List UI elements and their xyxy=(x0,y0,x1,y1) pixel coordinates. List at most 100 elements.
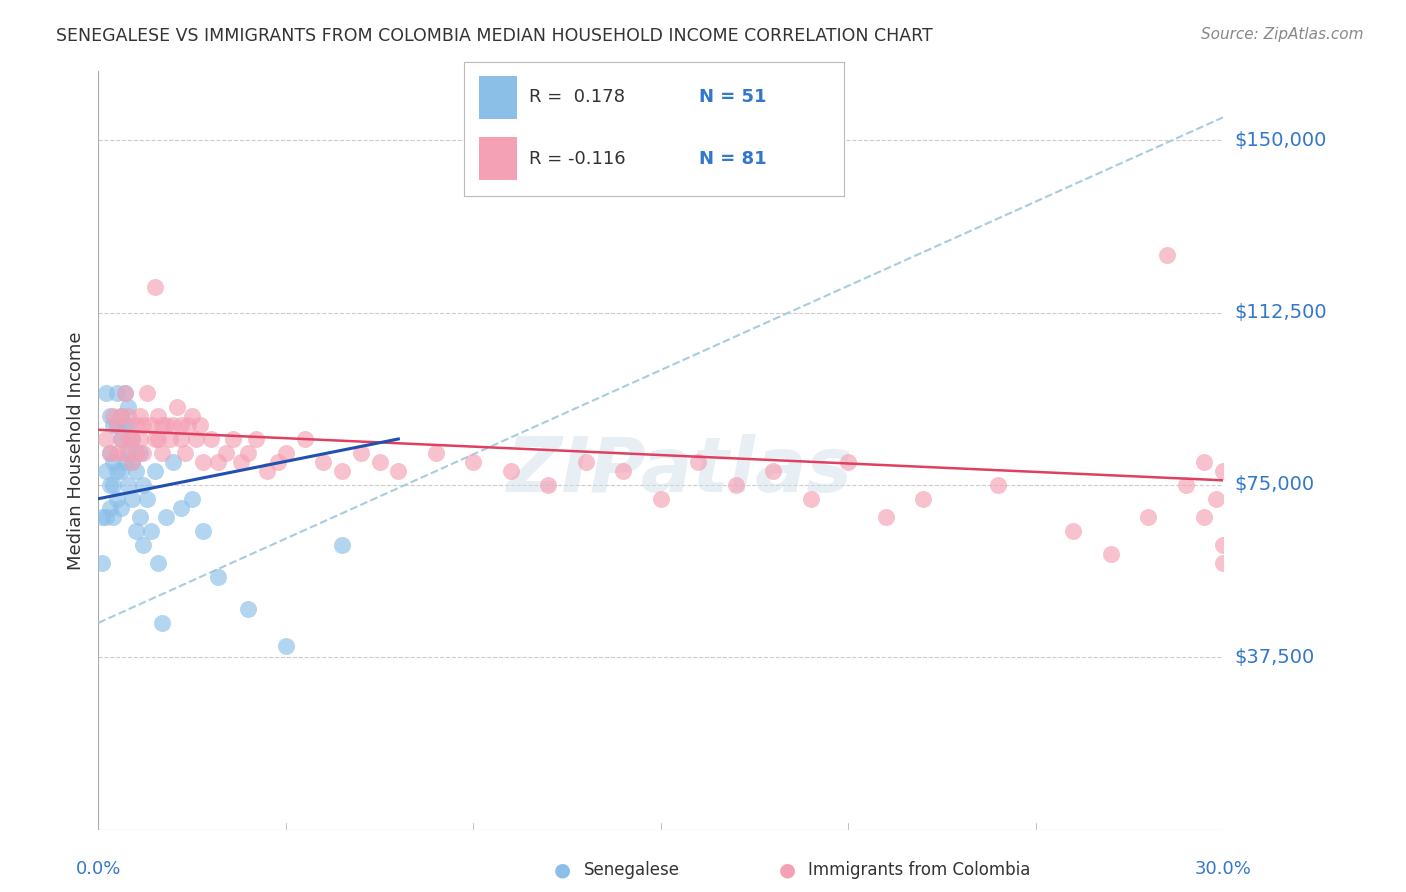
Point xyxy=(143,432,166,446)
Point xyxy=(105,386,128,401)
Point xyxy=(117,409,139,423)
Point xyxy=(114,418,136,433)
Point xyxy=(1212,556,1234,570)
Point xyxy=(875,510,897,524)
Point xyxy=(103,409,125,423)
Point xyxy=(837,455,859,469)
Point xyxy=(110,432,132,446)
Point xyxy=(98,500,121,515)
Point xyxy=(121,491,143,506)
Text: $112,500: $112,500 xyxy=(1234,303,1327,322)
Point xyxy=(245,432,267,446)
Point xyxy=(98,446,121,460)
Point xyxy=(387,464,409,478)
Point xyxy=(110,409,132,423)
Bar xyxy=(479,137,517,180)
Point xyxy=(105,491,128,506)
Point xyxy=(162,455,184,469)
Point xyxy=(274,446,297,460)
Point xyxy=(368,455,391,469)
Text: 0.0%: 0.0% xyxy=(76,860,121,878)
Point xyxy=(132,538,155,552)
Point xyxy=(425,446,447,460)
Point xyxy=(94,510,117,524)
Point xyxy=(537,478,560,492)
Point xyxy=(110,409,132,423)
Point xyxy=(125,524,148,538)
Point xyxy=(229,455,252,469)
Point xyxy=(148,556,170,570)
Point xyxy=(114,386,136,401)
Point xyxy=(136,386,159,401)
Point xyxy=(121,455,143,469)
Point xyxy=(1137,510,1160,524)
Point xyxy=(238,446,260,460)
Point xyxy=(193,455,215,469)
Point xyxy=(330,538,353,552)
Point xyxy=(117,432,139,446)
Point xyxy=(98,446,121,460)
Text: ●: ● xyxy=(554,860,571,880)
Point xyxy=(155,418,177,433)
Point xyxy=(139,418,162,433)
Point xyxy=(1156,248,1178,262)
Text: ZIPatlas: ZIPatlas xyxy=(506,434,852,508)
Point xyxy=(132,418,155,433)
Point xyxy=(98,478,121,492)
Point xyxy=(94,464,117,478)
Point xyxy=(148,432,170,446)
Point xyxy=(193,524,215,538)
Point xyxy=(105,446,128,460)
Point xyxy=(181,409,204,423)
Point xyxy=(139,524,162,538)
Point xyxy=(800,491,823,506)
Point xyxy=(330,464,353,478)
Point xyxy=(1099,547,1122,561)
Text: R =  0.178: R = 0.178 xyxy=(529,88,624,106)
Point xyxy=(128,446,150,460)
Text: SENEGALESE VS IMMIGRANTS FROM COLOMBIA MEDIAN HOUSEHOLD INCOME CORRELATION CHART: SENEGALESE VS IMMIGRANTS FROM COLOMBIA M… xyxy=(56,27,934,45)
Point xyxy=(143,280,166,294)
Point xyxy=(128,409,150,423)
Point xyxy=(121,432,143,446)
Point xyxy=(350,446,373,460)
Point xyxy=(1212,538,1234,552)
Point xyxy=(105,418,128,433)
Point xyxy=(1194,510,1216,524)
Point xyxy=(110,500,132,515)
Point xyxy=(103,455,125,469)
Point xyxy=(114,455,136,469)
Point xyxy=(274,639,297,653)
Text: Senegalese: Senegalese xyxy=(583,861,679,879)
Text: N = 81: N = 81 xyxy=(699,150,766,168)
Point xyxy=(1194,455,1216,469)
Point xyxy=(121,455,143,469)
Point xyxy=(184,432,207,446)
Point xyxy=(575,455,598,469)
Point xyxy=(1212,464,1234,478)
Text: $37,500: $37,500 xyxy=(1234,648,1315,666)
Point xyxy=(267,455,290,469)
Point xyxy=(215,446,238,460)
Point xyxy=(94,386,117,401)
Point xyxy=(170,418,193,433)
Text: Source: ZipAtlas.com: Source: ZipAtlas.com xyxy=(1201,27,1364,42)
Point xyxy=(150,446,173,460)
Text: R = -0.116: R = -0.116 xyxy=(529,150,626,168)
Point xyxy=(105,418,128,433)
Point xyxy=(294,432,316,446)
Point xyxy=(117,400,139,414)
Point xyxy=(98,409,121,423)
Point xyxy=(105,464,128,478)
Point xyxy=(170,432,193,446)
Text: ●: ● xyxy=(779,860,796,880)
Point xyxy=(159,432,181,446)
Point xyxy=(312,455,335,469)
Point xyxy=(114,446,136,460)
Point xyxy=(162,418,184,433)
Point xyxy=(200,432,222,446)
Point xyxy=(132,478,155,492)
Point xyxy=(125,446,148,460)
Point xyxy=(128,510,150,524)
Bar xyxy=(479,76,517,119)
